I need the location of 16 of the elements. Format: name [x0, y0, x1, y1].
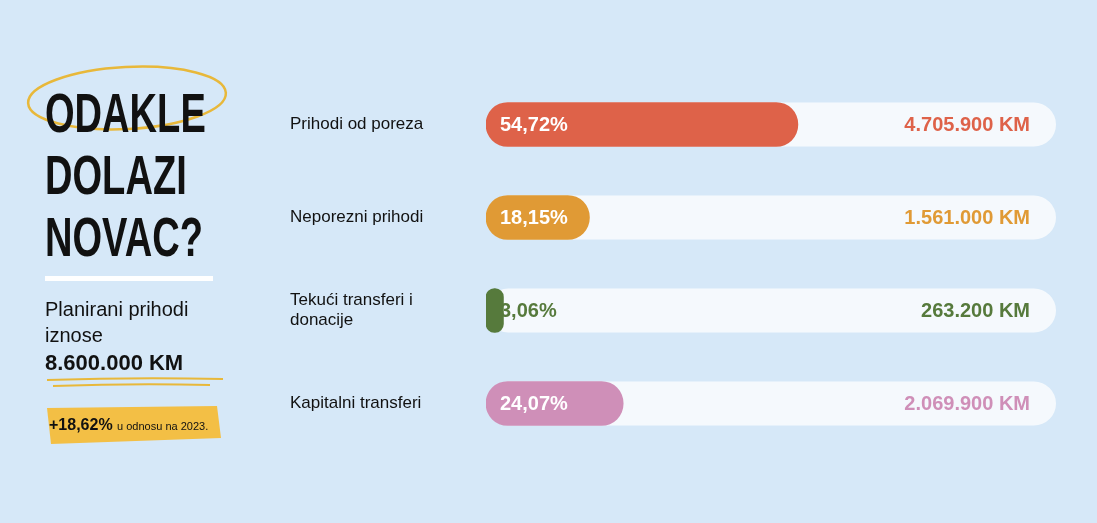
data-label: 18,15% — [500, 206, 569, 229]
text: Planirani prihodi iznose — [45, 297, 190, 348]
bar — [486, 381, 624, 426]
y-tick-label: Neporezni prihodi — [290, 207, 424, 227]
annotation: 4.705.900 KM — [904, 113, 1030, 136]
y-tick-label: Tekući transferi i donacije — [290, 289, 413, 330]
text: 8.600.000 KM — [45, 350, 184, 376]
text: +18,62% — [49, 416, 113, 433]
data-label: 24,07% — [500, 392, 569, 415]
annotation: 263.200 KM — [921, 299, 1030, 322]
data-label: 54,72% — [500, 113, 569, 136]
y-tick-label: Prihodi od poreza — [290, 114, 424, 134]
text: u odnosu na 2023. — [117, 420, 209, 432]
y-tick-label: Kapitalni transferi — [290, 393, 422, 413]
annotation: 2.069.900 KM — [904, 392, 1030, 415]
annotation: 1.561.000 KM — [904, 206, 1030, 229]
